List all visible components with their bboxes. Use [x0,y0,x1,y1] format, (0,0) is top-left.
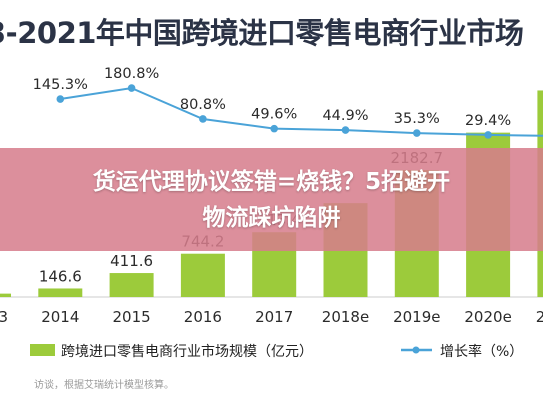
x-tick-2021e: 2021e [536,308,543,326]
bar-2015 [109,273,154,297]
x-tick-2015: 2015 [113,308,151,326]
growth-label-2014: 145.3% [33,77,88,93]
bar-2016 [180,253,225,297]
x-tick-2014: 2014 [41,308,79,326]
legend: 跨境进口零售电商行业市场规模（亿元） 增长率（%） [30,343,523,360]
x-tick-2020e: 2020e [464,308,511,326]
growth-point-2017 [270,124,279,133]
banner-line-2: 物流踩坑陷阱 [202,204,341,231]
x-tick-2019e: 2019e [393,308,440,326]
growth-label-2015: 180.8% [104,66,159,82]
banner-text: 货运代理协议签错=烧钱？5招避开 物流踩坑陷阱 [37,164,507,236]
growth-point-2016 [199,115,207,123]
growth-label-2016: 80.8% [180,97,226,113]
bar-2014 [38,288,83,297]
legend-line-label: 增长率（%） [440,343,523,360]
x-tick-2017: 2017 [255,308,293,326]
x-tick-2013: 2013 [0,308,8,326]
x-tick-2018e: 2018e [322,308,369,326]
chart-title: 3-2021年中国跨境进口零售电商行业市场 [0,16,524,50]
bar-label-2015: 411.6 [110,252,153,270]
bar-label-2014: 146.6 [39,267,82,285]
bar-2013 [0,293,11,297]
growth-point-2015 [127,84,136,92]
growth-label-2018e: 44.9% [322,108,368,124]
growth-point-2014 [56,95,65,103]
x-tick-2016: 2016 [184,308,222,326]
growth-point-2018e [341,126,350,134]
legend-line-marker [412,346,420,354]
banner-line-1: 货运代理协议签错=烧钱？5招避开 [92,168,451,195]
growth-point-2019e [413,129,421,137]
legend-bar-swatch [30,344,55,356]
legend-bar-label: 跨境进口零售电商行业市场规模（亿元） [61,343,313,360]
source-note: 访谈，根据艾瑞统计模型核算。 [34,378,174,391]
growth-label-2019e: 35.3% [394,111,440,127]
growth-label-2017: 49.6% [251,107,297,123]
banner-overlay: 货运代理协议签错=烧钱？5招避开 物流踩坑陷阱 [0,148,543,251]
growth-label-2020e: 29.4% [465,113,511,129]
growth-point-2020e [484,131,492,139]
